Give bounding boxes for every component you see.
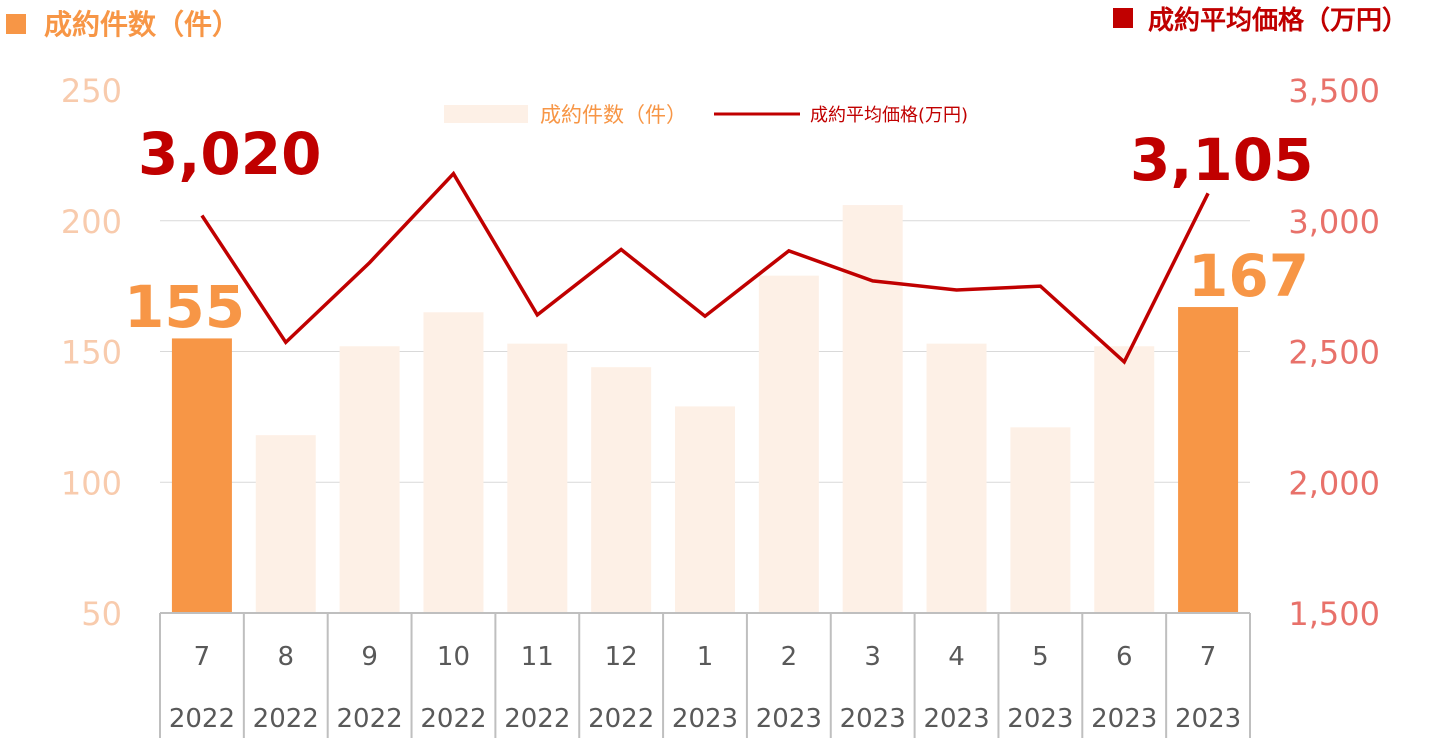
bar-label-first: 155	[124, 273, 245, 341]
month-label: 7	[1200, 642, 1217, 672]
left-axis: 250 200 150 100 50	[61, 72, 122, 633]
year-label: 2022	[169, 704, 235, 734]
left-tick-label: 250	[61, 72, 122, 110]
bar-label-last: 167	[1188, 242, 1309, 310]
month-label: 11	[521, 642, 554, 672]
month-label: 2	[781, 642, 798, 672]
right-tick-label: 2,000	[1288, 464, 1380, 502]
bar	[339, 346, 400, 613]
left-tick-label: 200	[61, 203, 122, 241]
bar	[758, 275, 819, 613]
year-label: 2023	[840, 704, 906, 734]
year-label: 2023	[672, 704, 738, 734]
year-label: 2022	[504, 704, 570, 734]
bar	[926, 343, 987, 613]
right-tick-label: 3,500	[1288, 72, 1380, 110]
left-tick-label: 50	[81, 595, 122, 633]
month-label: 9	[361, 642, 378, 672]
legend-bar-swatch	[444, 105, 528, 123]
right-title-swatch	[1113, 8, 1133, 28]
year-label: 2022	[420, 704, 486, 734]
bar	[842, 205, 903, 613]
legend-line-label: 成約平均価格(万円)	[810, 105, 968, 126]
month-label: 3	[864, 642, 881, 672]
year-label: 2023	[1175, 704, 1241, 734]
left-axis-title: 成約件数（件）	[6, 8, 240, 41]
month-label: 5	[1032, 642, 1049, 672]
bar	[675, 406, 735, 613]
bar	[1010, 427, 1071, 613]
right-tick-label: 3,000	[1288, 203, 1380, 241]
legend-bar-label: 成約件数（件）	[540, 103, 687, 127]
bar	[255, 435, 316, 613]
month-label: 6	[1116, 642, 1133, 672]
year-label: 2023	[756, 704, 822, 734]
right-tick-label: 1,500	[1288, 595, 1380, 633]
line-label-first: 3,020	[138, 120, 321, 188]
year-label: 2022	[588, 704, 654, 734]
legend: 成約件数（件） 成約平均価格(万円)	[444, 103, 968, 127]
year-label: 2023	[923, 704, 989, 734]
line-label-last: 3,105	[1130, 126, 1313, 194]
bar-series	[171, 205, 1239, 613]
month-label: 7	[194, 642, 211, 672]
bar	[591, 367, 652, 613]
right-axis-title: 成約平均価格（万円）	[1113, 5, 1408, 36]
line-series	[200, 170, 1210, 365]
left-title-swatch	[6, 14, 26, 34]
year-label: 2023	[1007, 704, 1073, 734]
bar	[1178, 307, 1239, 613]
right-tick-label: 2,500	[1288, 334, 1380, 372]
left-title-text: 成約件数（件）	[44, 8, 240, 41]
right-title-text: 成約平均価格（万円）	[1148, 5, 1408, 36]
bar	[423, 312, 484, 613]
category-table: 7 2022 8 2022 9 2022 10 2022 11 2022 12 2022 1 2023 2 2…	[159, 612, 1251, 738]
month-label: 12	[605, 642, 638, 672]
month-label: 4	[948, 642, 965, 672]
bar	[171, 338, 232, 613]
bar	[1094, 346, 1155, 613]
month-label: 8	[277, 642, 294, 672]
left-tick-label: 100	[61, 464, 122, 502]
left-tick-label: 150	[61, 334, 122, 372]
right-axis: 3,500 3,000 2,500 2,000 1,500	[1288, 72, 1380, 633]
year-label: 2023	[1091, 704, 1157, 734]
year-label: 2022	[253, 704, 319, 734]
price-line	[200, 170, 1210, 365]
bar	[507, 343, 568, 613]
month-label: 1	[697, 642, 714, 672]
year-label: 2022	[337, 704, 403, 734]
month-label: 10	[437, 642, 470, 672]
